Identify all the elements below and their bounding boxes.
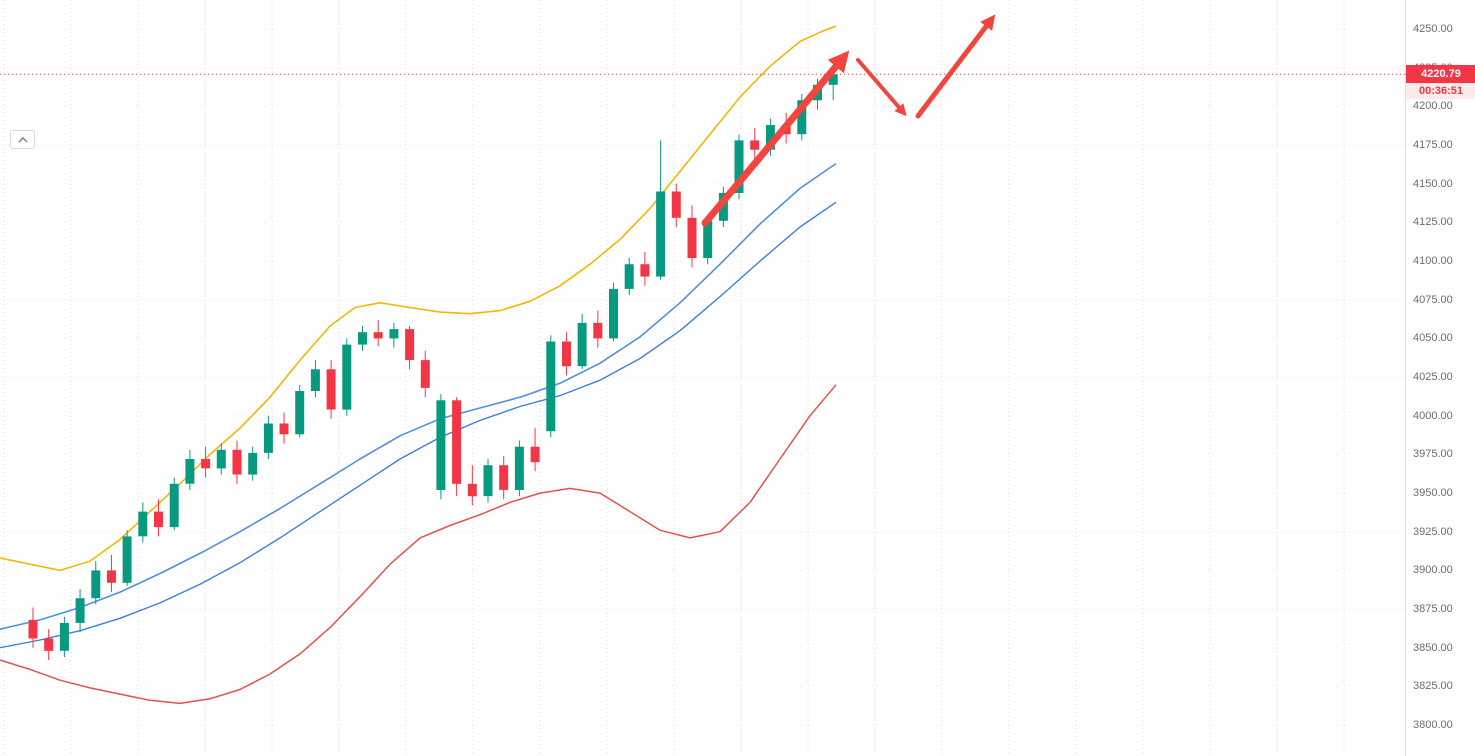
overlay-lower-band-red (0, 384, 837, 705)
price-tick-label: 3975.00 (1413, 448, 1453, 461)
price-tick-label: 3850.00 (1413, 641, 1453, 654)
last-price-value: 4220.79 (1406, 65, 1475, 84)
drawing-arrow-2[interactable] (856, 58, 907, 117)
drawing-arrow-1[interactable] (701, 50, 850, 227)
price-tick-label: 4200.00 (1413, 100, 1453, 113)
price-tick-label: 4250.00 (1413, 23, 1453, 36)
chevron-up-icon (18, 136, 27, 142)
price-tick-label: 4175.00 (1413, 139, 1453, 152)
drawing-arrow-3[interactable] (915, 14, 996, 119)
price-tick-label: 4075.00 (1413, 293, 1453, 306)
price-tick-label: 3950.00 (1413, 487, 1453, 500)
bar-countdown: 00:36:51 (1406, 83, 1475, 100)
overlay-upper-band-yellow (0, 25, 837, 572)
overlay-basis-slow-blue (0, 201, 837, 649)
price-tick-label: 3925.00 (1413, 525, 1453, 538)
price-tick-label: 4125.00 (1413, 216, 1453, 229)
price-tick-label: 4100.00 (1413, 255, 1453, 268)
grid (0, 0, 1405, 756)
price-tick-label: 4150.00 (1413, 177, 1453, 190)
chart-canvas[interactable] (0, 0, 1405, 756)
price-tick-label: 3825.00 (1413, 680, 1453, 693)
price-tick-label: 3875.00 (1413, 603, 1453, 616)
price-tick-label: 4025.00 (1413, 371, 1453, 384)
price-tick-label: 3900.00 (1413, 564, 1453, 577)
price-tick-label: 4050.00 (1413, 332, 1453, 345)
price-tick-label: 3800.00 (1413, 719, 1453, 732)
overlay-basis-fast-blue (0, 162, 837, 630)
last-price-label: 4220.79 00:36:51 (1406, 65, 1475, 100)
candlestick-series (28, 66, 838, 661)
price-axis[interactable]: 4250.004225.004200.004175.004150.004125.… (1405, 0, 1475, 756)
collapse-pane-button[interactable] (10, 130, 35, 149)
price-tick-label: 4000.00 (1413, 409, 1453, 422)
